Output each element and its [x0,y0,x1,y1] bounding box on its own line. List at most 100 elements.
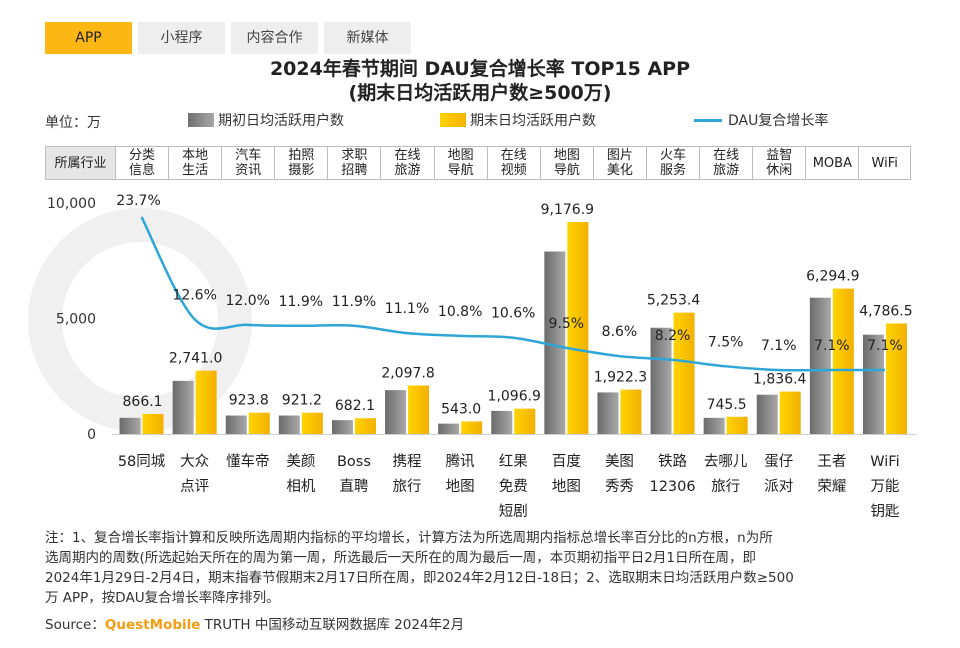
x-category-label: 相机 [286,478,315,495]
bar-start [756,394,778,434]
source-rest: TRUTH 中国移动互联网数据库 2024年2月 [200,617,465,633]
legend-end: 期末日均活跃用户数 [440,110,596,130]
source-line: Source：QuestMobile TRUTH 中国移动互联网数据库 2024… [45,613,464,633]
bar-end-value-label: 2,741.0 [169,351,222,367]
x-category-label: 腾讯 [446,453,475,470]
bar-start [225,415,247,434]
bar-start [491,410,513,434]
bar-end-value-label: 682.1 [335,398,375,414]
bar-end-value-label: 1,096.9 [488,389,541,405]
tab-new-media[interactable]: 新媒体 [324,22,411,54]
x-category-label: 直聘 [339,478,368,495]
bar-end-value-label: 1,836.4 [753,372,807,388]
bar-end [885,323,907,434]
industry-cell: 图片 美化 [594,147,647,179]
industry-header: 所属行业 [46,147,116,179]
legend-growth: DAU复合增长率 [694,110,828,130]
growth-rate-label: 11.1% [385,301,429,317]
bar-end [620,389,642,434]
growth-rate-label: 9.5% [549,316,585,332]
bar-start [544,251,566,434]
industry-cell: 在线 旅游 [382,147,435,179]
x-category-label: 美颜 [286,453,315,470]
bar-end [248,412,270,434]
industry-cell: 本地 生活 [169,147,223,179]
bar-end-value-label: 2,097.8 [381,366,434,382]
growth-rate-label: 8.2% [655,328,691,344]
industry-row: 所属行业 分类 信息 本地 生活 汽车 资讯 拍照 摄影 求职 招聘 在线 旅游 地图 导航… [45,146,911,180]
bar-end [461,421,483,434]
tab-bar: APP 小程序 内容合作 新媒体 [45,22,411,54]
x-category-label: 百度 [552,453,581,470]
legend-start-swatch [188,113,214,127]
growth-rate-label: 12.0% [226,293,270,309]
x-category-label: 大众 [180,453,209,470]
industry-cell: 分类 信息 [116,147,170,179]
bar-end [301,412,323,434]
bar-end [567,222,589,434]
industry-cell: 益智 休闲 [753,147,807,179]
industry-cell: 地图 导航 [541,147,594,179]
y-tick-label: 5,000 [56,312,96,328]
legend-growth-label: DAU复合增长率 [728,113,829,129]
footnote-line: 万 APP，按DAU复合增长率降序排列。 [45,590,280,606]
legend-end-label: 期末日均活跃用户数 [470,113,596,129]
bar-start [119,417,141,434]
x-category-label: 短剧 [499,503,528,520]
x-category-label: 旅行 [711,478,740,495]
x-category-label: 派对 [764,478,793,495]
industry-cell: 火车 服务 [647,147,701,179]
growth-rate-label: 7.1% [814,338,850,354]
x-category-label: 免费 [499,478,528,495]
legend-start: 期初日均活跃用户数 [188,110,344,130]
bar-end [195,370,217,434]
x-category-label: 去哪儿 [704,453,748,470]
bar-end-value-label: 921.2 [282,393,322,409]
bar-end-value-label: 1,922.3 [594,370,647,386]
tab-app[interactable]: APP [45,22,132,54]
footnote-line: 选周期内的周数(所选起始天所在的周为第一周，所选最后一天所在的周为最后一周，本页… [45,550,756,566]
growth-rate-label: 11.9% [279,294,323,310]
watermark-ring [28,208,252,432]
bar-end [408,385,430,434]
chart-subtitle: (期末日均活跃用户数≥500万) [348,82,612,104]
bar-end-value-label: 5,253.4 [647,293,701,309]
x-category-label: 58同城 [118,453,166,470]
x-category-label: 钥匙 [870,503,899,520]
watermark-logo [28,208,252,432]
x-category-label: WiFi [870,454,899,470]
source-brand: QuestMobile [104,617,201,633]
source-label: Source： [45,617,105,633]
footnote: 注：1、复合增长率指计算和反映所选周期内指标的平均增长，计算方法为所选周期内指标… [45,528,915,608]
x-category-label: 万能 [870,478,899,495]
legend-growth-line [694,118,722,122]
x-category-label: 红果 [499,453,528,470]
bar-end-value-label: 4,786.5 [859,303,912,319]
bar-end-value-label: 543.0 [441,401,481,417]
bar-start [172,380,194,434]
x-category-label: 点评 [180,478,209,495]
bar-start [278,415,300,434]
x-category-label: 铁路 [658,453,687,470]
x-category-label: 秀秀 [605,478,634,495]
tab-content-cooperation[interactable]: 内容合作 [231,22,318,54]
bar-end [726,416,748,434]
growth-rate-label: 8.6% [602,324,638,340]
x-category-label: 地图 [446,478,475,495]
x-category-label: 美图 [605,453,634,470]
footnote-line: 2024年1月29日-2月4日，期末指春节假期末2月17日所在周，即2024年2… [45,570,794,586]
growth-rate-label: 7.5% [708,334,744,350]
bar-end [832,288,854,434]
industry-cell: 拍照 摄影 [275,147,329,179]
y-tick-label: 10,000 [47,196,96,212]
growth-rate-label: 11.9% [332,294,376,310]
industry-cell: 地图 导航 [435,147,488,179]
x-category-label: 懂车帝 [226,453,270,470]
x-category-label: 王者 [817,453,846,470]
bar-end-value-label: 6,294.9 [806,269,859,285]
tab-miniprogram[interactable]: 小程序 [138,22,225,54]
bar-end [514,408,536,434]
bar-end-value-label: 866.1 [123,394,163,410]
bar-end [354,418,376,434]
